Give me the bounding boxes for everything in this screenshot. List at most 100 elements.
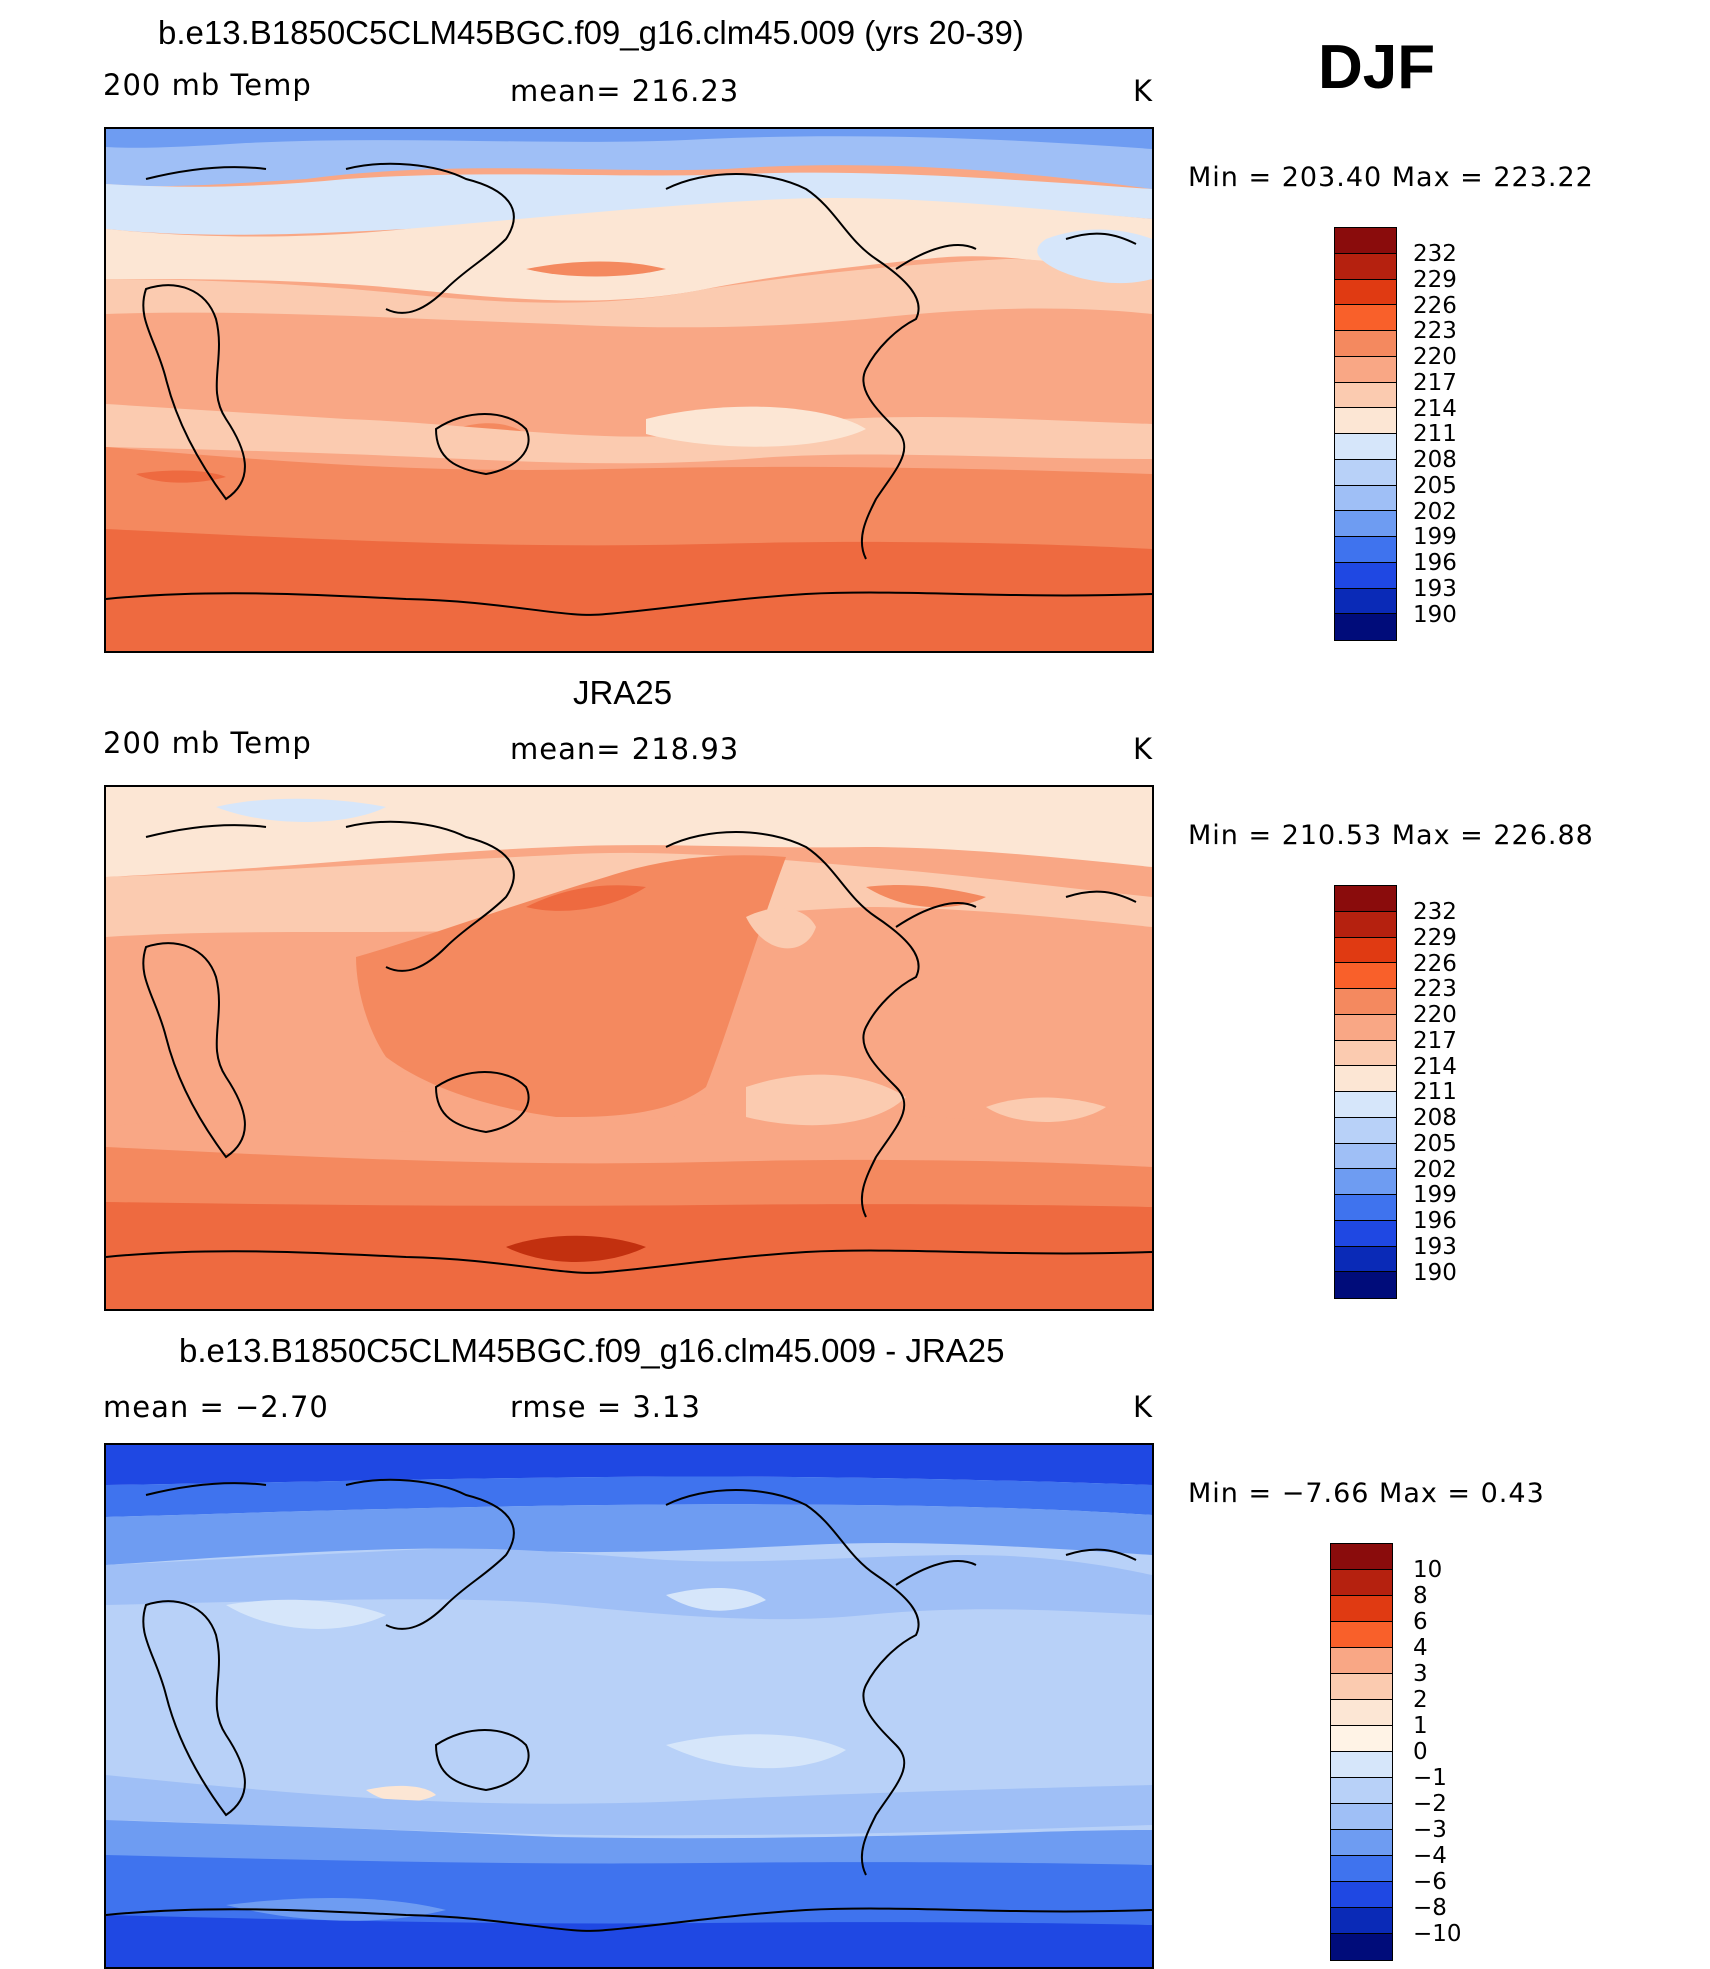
colorbar-swatch bbox=[1331, 1622, 1392, 1648]
colorbar-swatch bbox=[1335, 459, 1396, 486]
colorbar-swatch bbox=[1335, 511, 1396, 537]
colorbar-label: −6 bbox=[1413, 1869, 1447, 1895]
colorbar-label: −2 bbox=[1413, 1791, 1447, 1817]
colorbar-swatch bbox=[1335, 1169, 1396, 1195]
panel-2-colorbar-labels: 232 229 226 223 220 217 214 211 208 205 202 199 196 1… bbox=[1413, 901, 1493, 1301]
colorbar-label: 217 bbox=[1413, 1027, 1457, 1054]
colorbar-label: 199 bbox=[1413, 524, 1457, 551]
colorbar-swatch bbox=[1335, 937, 1396, 964]
colorbar-label: 2 bbox=[1413, 1687, 1428, 1713]
colorbar-swatch bbox=[1335, 279, 1396, 306]
colorbar-label: 202 bbox=[1413, 1156, 1457, 1183]
panel-1-contour-map bbox=[106, 129, 1152, 651]
colorbar-label: 220 bbox=[1413, 1002, 1457, 1028]
colorbar-label: 10 bbox=[1413, 1557, 1443, 1583]
panel-3-units-label: K bbox=[1133, 1390, 1154, 1424]
panel-3-colorbar bbox=[1330, 1543, 1393, 1961]
colorbar-swatch bbox=[1331, 1648, 1392, 1674]
colorbar-label: 3 bbox=[1413, 1661, 1428, 1687]
colorbar-swatch bbox=[1335, 1220, 1396, 1247]
panel-2-units-label: K bbox=[1133, 732, 1154, 766]
colorbar-swatch bbox=[1335, 989, 1396, 1015]
colorbar-label: 4 bbox=[1413, 1635, 1428, 1661]
panel-2-colorbar-swatches bbox=[1335, 886, 1396, 1298]
colorbar-label: 220 bbox=[1413, 344, 1457, 370]
colorbar-label: 202 bbox=[1413, 498, 1457, 525]
colorbar-label: −4 bbox=[1413, 1843, 1447, 1869]
panel-2-variable-label: 200 mb Temp bbox=[103, 726, 312, 760]
colorbar-swatch bbox=[1335, 408, 1396, 434]
panel-1-title: b.e13.B1850C5CLM45BGC.f09_g16.clm45.009 … bbox=[158, 14, 1024, 51]
colorbar-swatch bbox=[1335, 228, 1396, 254]
colorbar-label: 223 bbox=[1413, 976, 1457, 1003]
colorbar-swatch bbox=[1335, 382, 1396, 409]
colorbar-swatch bbox=[1335, 562, 1396, 589]
colorbar-label: 208 bbox=[1413, 1105, 1457, 1131]
panel-3-colorbar-swatches bbox=[1331, 1544, 1392, 1960]
colorbar-label: 1 bbox=[1413, 1713, 1428, 1739]
colorbar-label: 214 bbox=[1413, 1053, 1457, 1080]
panel-3-contour-map bbox=[106, 1445, 1152, 1967]
panel-2-mean-label: mean= 218.93 bbox=[510, 732, 740, 766]
colorbar-label: −8 bbox=[1413, 1895, 1447, 1921]
colorbar-label: −1 bbox=[1413, 1765, 1447, 1791]
colorbar-swatch bbox=[1331, 1778, 1392, 1804]
panel-1-colorbar bbox=[1334, 227, 1397, 641]
colorbar-label: 226 bbox=[1413, 292, 1457, 319]
panel-1-map bbox=[104, 127, 1154, 653]
colorbar-swatch bbox=[1331, 1934, 1392, 1960]
colorbar-label: 196 bbox=[1413, 1208, 1457, 1234]
panel-3-title: b.e13.B1850C5CLM45BGC.f09_g16.clm45.009 … bbox=[179, 1332, 1005, 1369]
panel-2-colorbar bbox=[1334, 885, 1397, 1299]
colorbar-swatch bbox=[1331, 1570, 1392, 1596]
panel-1-colorbar-swatches bbox=[1335, 228, 1396, 640]
colorbar-label: 211 bbox=[1413, 421, 1457, 448]
colorbar-swatch bbox=[1335, 331, 1396, 357]
colorbar-swatch bbox=[1331, 1674, 1392, 1700]
colorbar-swatch bbox=[1335, 886, 1396, 912]
colorbar-swatch bbox=[1331, 1596, 1392, 1622]
panel-3-rmse-label: rmse = 3.13 bbox=[510, 1390, 701, 1424]
colorbar-swatch bbox=[1335, 434, 1396, 460]
colorbar-swatch bbox=[1331, 1752, 1392, 1778]
panel-2-map bbox=[104, 785, 1154, 1311]
colorbar-label: 190 bbox=[1413, 1259, 1457, 1286]
colorbar-label: 232 bbox=[1413, 241, 1457, 267]
colorbar-swatch bbox=[1331, 1856, 1392, 1882]
panel-2-contour-map bbox=[106, 787, 1152, 1309]
colorbar-label: 229 bbox=[1413, 266, 1457, 293]
colorbar-swatch bbox=[1335, 614, 1396, 640]
colorbar-swatch bbox=[1331, 1908, 1392, 1934]
colorbar-swatch bbox=[1335, 305, 1396, 331]
colorbar-label: 193 bbox=[1413, 1233, 1457, 1260]
colorbar-swatch bbox=[1335, 1272, 1396, 1298]
panel-3-mean-label: mean = −2.70 bbox=[103, 1390, 329, 1424]
colorbar-label: 0 bbox=[1413, 1739, 1428, 1765]
colorbar-swatch bbox=[1335, 537, 1396, 563]
colorbar-swatch bbox=[1335, 485, 1396, 512]
colorbar-swatch bbox=[1335, 588, 1396, 615]
colorbar-swatch bbox=[1335, 1014, 1396, 1041]
colorbar-swatch bbox=[1335, 253, 1396, 280]
panel-1-units-label: K bbox=[1133, 74, 1154, 108]
colorbar-label: 223 bbox=[1413, 318, 1457, 345]
colorbar-label: −10 bbox=[1413, 1921, 1462, 1947]
panel-3-minmax-label: Min = −7.66 Max = 0.43 bbox=[1188, 1478, 1545, 1509]
colorbar-label: −3 bbox=[1413, 1817, 1447, 1843]
colorbar-swatch bbox=[1335, 1246, 1396, 1273]
panel-3-map bbox=[104, 1443, 1154, 1969]
colorbar-swatch bbox=[1335, 1117, 1396, 1144]
colorbar-label: 211 bbox=[1413, 1079, 1457, 1106]
colorbar-label: 196 bbox=[1413, 550, 1457, 576]
colorbar-label: 208 bbox=[1413, 447, 1457, 473]
panel-1-mean-label: mean= 216.23 bbox=[510, 74, 740, 108]
colorbar-label: 217 bbox=[1413, 369, 1457, 396]
panel-2-minmax-label: Min = 210.53 Max = 226.88 bbox=[1188, 820, 1594, 851]
colorbar-swatch bbox=[1335, 1066, 1396, 1092]
colorbar-swatch bbox=[1335, 1143, 1396, 1170]
colorbar-label: 193 bbox=[1413, 575, 1457, 602]
panel-2-title: JRA25 bbox=[573, 674, 673, 711]
colorbar-swatch bbox=[1331, 1726, 1392, 1752]
colorbar-swatch bbox=[1331, 1700, 1392, 1726]
colorbar-label: 229 bbox=[1413, 924, 1457, 951]
